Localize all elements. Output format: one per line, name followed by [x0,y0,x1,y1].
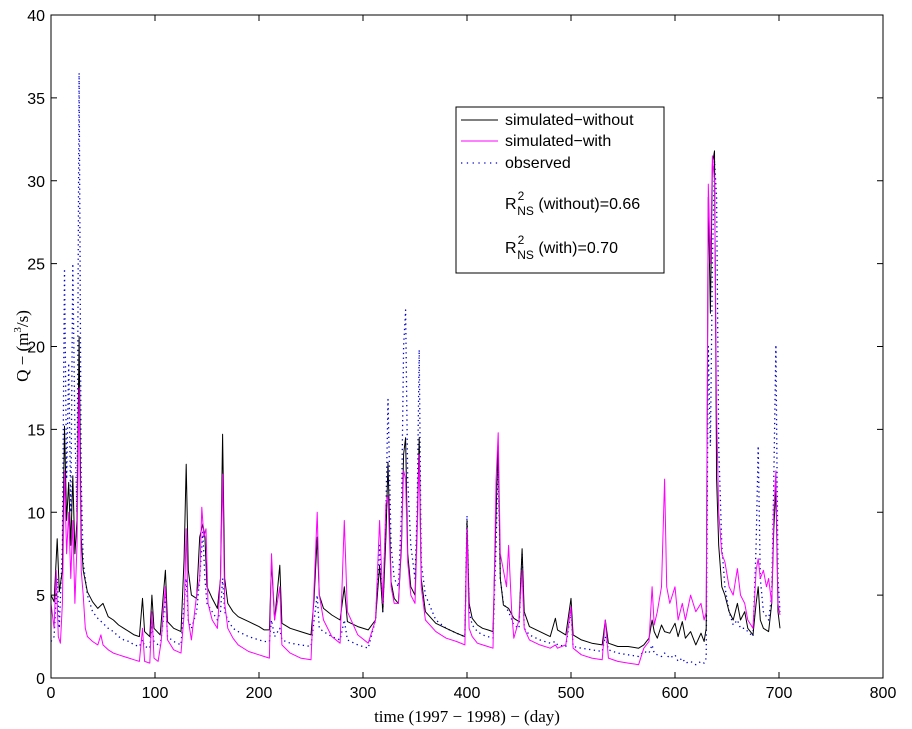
x-tick-label-400: 400 [454,685,481,702]
legend-label-observed: observed [505,155,571,172]
y-tick-label-40: 40 [27,8,45,25]
series-layer [50,72,781,666]
x-axis-label: time (1997 − 1998) − (day) [374,707,560,726]
tick-layer: 0 100 200 300 400 500 600 700 800 0 5 10 15 20 25 30 35 4… [27,8,896,702]
y-tick-label-0: 0 [36,671,45,688]
y-axis-label-prefix: Q − (m [13,333,32,382]
y-tick-label-35: 35 [27,91,45,108]
x-tick-label-700: 700 [766,685,793,702]
legend: simulated−without simulated−with observe… [455,106,665,274]
x-tick-label-800: 800 [870,685,897,702]
series-line-simulated-with [50,155,781,666]
y-axis-label-sup: 3 [12,327,24,333]
x-tick-label-200: 200 [246,685,273,702]
series-line-observed [50,72,781,666]
y-axis-label: Q − (m3/s) [12,310,32,382]
y-tick-label-5: 5 [36,588,45,605]
y-tick-label-10: 10 [27,505,45,522]
x-tick-label-500: 500 [558,685,585,702]
x-tick-label-100: 100 [142,685,169,702]
y-tick-label-30: 30 [27,174,45,191]
x-tick-label-600: 600 [662,685,689,702]
annotation-r2-without: R2 NS (without)=0.66 [505,189,640,218]
y-tick-label-25: 25 [27,257,45,274]
legend-label-simulated-with: simulated−with [505,133,611,150]
legend-label-simulated-without: simulated−without [505,112,634,129]
legend-box [455,106,665,274]
series-line-simulated-without [50,150,781,649]
y-tick-label-20: 20 [27,340,45,357]
x-tick-label-300: 300 [350,685,377,702]
y-axis-label-suffix: /s) [13,310,32,327]
x-tick-label-0: 0 [47,685,56,702]
y-tick-label-15: 15 [27,422,45,439]
annotation-r2-with: R2 NS (with)=0.70 [505,233,618,262]
